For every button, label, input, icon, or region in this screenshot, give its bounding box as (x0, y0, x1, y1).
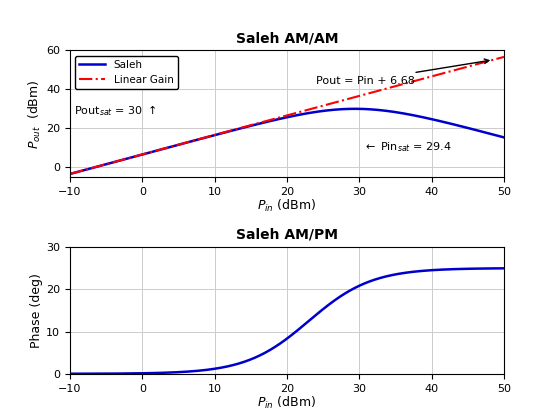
Line: Saleh: Saleh (70, 109, 504, 174)
Saleh (89, 165, 96, 171)
Saleh (278, 116, 284, 121)
Saleh (488, 131, 495, 136)
Linear Gain (488, 58, 494, 63)
Legend: Saleh, Linear Gain: Saleh, Linear Gain (75, 55, 178, 89)
Saleh (67, 171, 73, 176)
Linear Gain (408, 79, 415, 84)
Saleh (266, 119, 273, 124)
Saleh (501, 135, 507, 140)
Text: Pout$_{sat}$ = 30 $\uparrow$: Pout$_{sat}$ = 30 $\uparrow$ (73, 103, 156, 118)
X-axis label: $P_{in}$ (dBm): $P_{in}$ (dBm) (258, 395, 316, 411)
Text: Pout = Pin + 6.68: Pout = Pin + 6.68 (316, 59, 489, 86)
Saleh (488, 131, 495, 136)
Linear Gain (67, 171, 73, 176)
Linear Gain (488, 58, 495, 63)
Title: Saleh AM/AM: Saleh AM/AM (236, 31, 338, 45)
Y-axis label: Phase (deg): Phase (deg) (30, 273, 43, 348)
X-axis label: $P_{in}$ (dBm): $P_{in}$ (dBm) (258, 198, 316, 215)
Linear Gain (266, 118, 273, 123)
Text: $\leftarrow$ Pin$_{sat}$ = 29.4: $\leftarrow$ Pin$_{sat}$ = 29.4 (363, 140, 451, 154)
Linear Gain (501, 54, 507, 59)
Line: Linear Gain: Linear Gain (70, 57, 504, 174)
Linear Gain (89, 165, 96, 171)
Saleh (352, 106, 358, 111)
Y-axis label: $P_{out}$  (dBm): $P_{out}$ (dBm) (27, 79, 43, 149)
Linear Gain (278, 115, 284, 120)
Saleh (409, 113, 416, 118)
Title: Saleh AM/PM: Saleh AM/PM (236, 228, 338, 241)
